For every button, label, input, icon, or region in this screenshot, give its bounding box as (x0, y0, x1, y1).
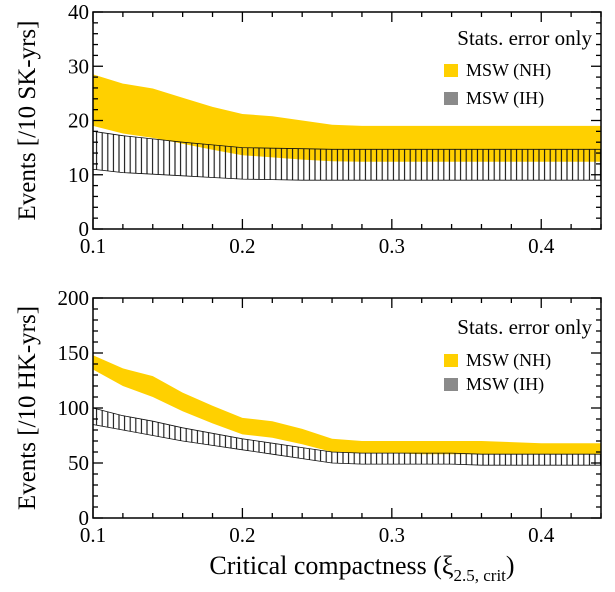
x-tick-label: 0.2 (229, 523, 255, 547)
y-tick-label: 150 (58, 341, 90, 365)
band-ih-panel-1 (92, 407, 602, 466)
y-tick-label: 10 (68, 163, 89, 187)
tick-labels-hk: 0.1 0.2 0.3 0.4 0 50 100 150 200 (58, 286, 555, 547)
xlabel-main: Critical compactness (ξ (209, 551, 453, 580)
legend-swatch-nh-sk (444, 64, 458, 77)
x-tick-label: 0.2 (229, 234, 255, 258)
x-tick-label: 0.4 (528, 523, 555, 547)
x-tick-label: 0.1 (80, 234, 106, 258)
ylabel-sk: Events [/10 SK-yrs] (14, 21, 41, 221)
legend-sk: Stats. error only MSW (NH) MSW (IH) (444, 26, 592, 109)
bands-hk (92, 355, 602, 466)
legend-swatch-ih-hk (444, 378, 458, 391)
x-tick-label: 0.4 (528, 234, 555, 258)
axes-frame-hk (92, 297, 602, 519)
legend-label-nh-sk: MSW (NH) (466, 60, 551, 81)
legend-title-hk: Stats. error only (457, 315, 592, 339)
legend-swatch-nh-hk (444, 354, 458, 367)
y-tick-label: 20 (68, 109, 89, 133)
xlabel-subscript: 2.5, crit (454, 566, 507, 585)
legend-title-sk: Stats. error only (457, 26, 592, 50)
y-tick-label: 200 (58, 286, 90, 310)
y-tick-label: 40 (68, 0, 89, 24)
band-nh-panel-0 (93, 74, 601, 162)
xlabel-close: ) (506, 551, 515, 580)
y-tick-label: 0 (79, 217, 90, 241)
y-tick-label: 0 (79, 506, 90, 530)
y-tick-label: 50 (68, 451, 89, 475)
legend-label-nh-hk: MSW (NH) (466, 350, 551, 371)
y-tick-label: 30 (68, 54, 89, 78)
legend-swatch-ih-sk (444, 92, 458, 105)
axes-frame-sk (92, 11, 602, 230)
legend-label-ih-sk: MSW (IH) (466, 88, 544, 109)
x-tick-label: 0.3 (379, 523, 405, 547)
xlabel: Critical compactness (ξ2.5, crit) (209, 551, 514, 585)
tick-labels-sk: 0.1 0.2 0.3 0.4 0 10 20 30 40 (68, 0, 555, 258)
panel-hk: 0.1 0.2 0.3 0.4 0 50 100 150 200 Events [/10 HK-… (14, 286, 602, 547)
band-nh-panel-1 (93, 355, 601, 455)
ylabel-hk: Events [/10 HK-yrs] (14, 306, 41, 510)
legend-label-ih-hk: MSW (IH) (466, 374, 544, 395)
x-tick-label: 0.3 (379, 234, 405, 258)
panel-sk: 0.1 0.2 0.3 0.4 0 10 20 30 40 Events [/10 SK-yrs… (14, 0, 602, 258)
y-tick-label: 100 (58, 396, 90, 420)
legend-hk: Stats. error only MSW (NH) MSW (IH) (444, 315, 592, 395)
x-tick-label: 0.1 (80, 523, 106, 547)
